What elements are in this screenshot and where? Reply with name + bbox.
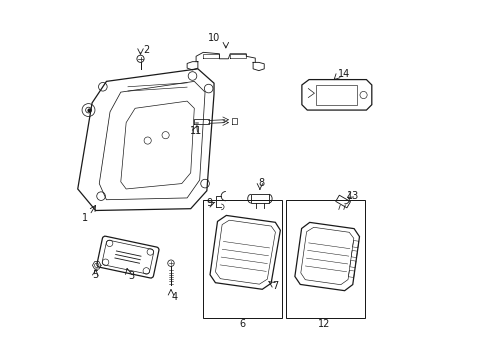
Text: 2: 2 [142, 45, 149, 55]
Text: 14: 14 [337, 69, 349, 79]
Text: 11: 11 [189, 126, 202, 136]
Text: 6: 6 [239, 319, 245, 329]
Text: 12: 12 [317, 319, 329, 329]
Text: 7: 7 [271, 281, 278, 291]
Text: 13: 13 [346, 191, 359, 201]
Bar [250, 194, 268, 203]
Text: 4: 4 [171, 292, 177, 302]
Text: 3: 3 [128, 271, 134, 281]
Bar [316, 85, 357, 105]
Text: 10: 10 [207, 33, 220, 43]
Text: 1: 1 [81, 213, 88, 222]
Bar [335, 195, 350, 208]
Text: 9: 9 [206, 198, 212, 208]
Bar [203, 200, 282, 318]
Bar [285, 200, 364, 318]
Text: 8: 8 [258, 177, 264, 188]
Text: 5: 5 [92, 270, 99, 280]
